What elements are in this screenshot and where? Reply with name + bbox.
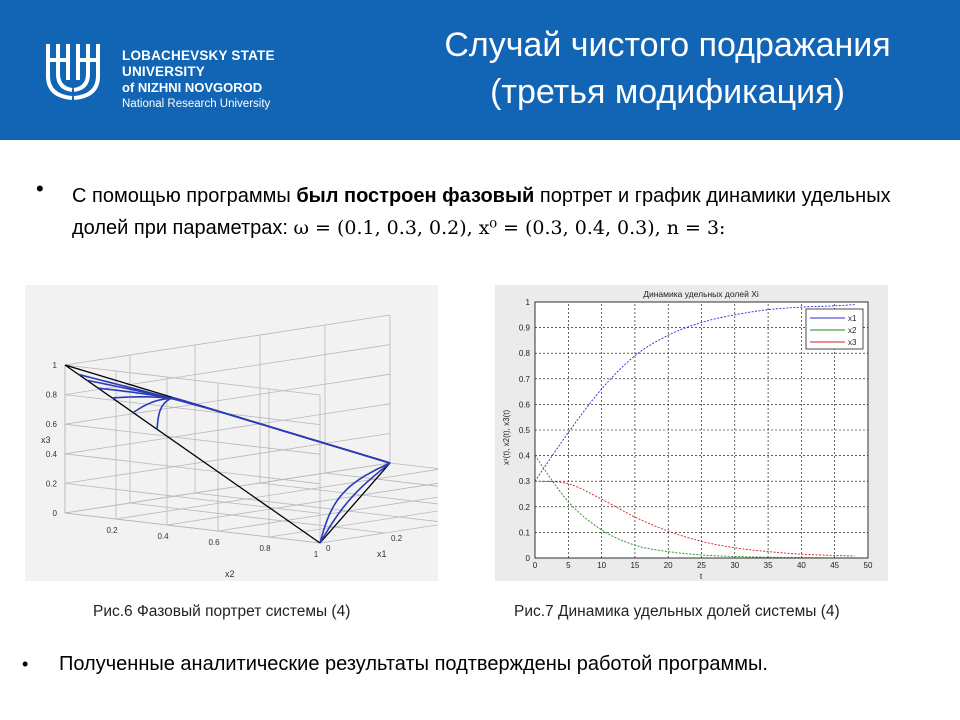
text-bold: был построен фазовый (296, 185, 535, 207)
phase-portrait-chart: 00.20.40.60.810.20.40.60.8100.20.40.60.8… (41, 314, 646, 579)
wall-grid-line (64, 483, 321, 514)
chart-title: Динамика удельных долей Xi (643, 289, 759, 299)
text-regular-2: портрет и график динамики удельных долей… (72, 185, 891, 239)
university-emblem-icon (46, 44, 100, 100)
x2-tick-label: 0.4 (157, 532, 169, 541)
wall-grid-line (64, 453, 321, 485)
x-tick-label: 40 (797, 561, 806, 570)
trajectory-curve (319, 462, 391, 544)
x-tick-label: 25 (697, 561, 706, 570)
y-tick-label: 0 (526, 554, 531, 563)
wall-grid-line (64, 364, 321, 396)
wall-grid-line (64, 423, 321, 455)
x-tick-label: 0 (533, 561, 538, 570)
x-tick-label: 20 (664, 561, 673, 570)
wall-grid-line (64, 433, 391, 484)
x1-axis-label: x1 (377, 549, 387, 559)
logo-line-2: of NIZHNI NOVGOROD (122, 80, 263, 95)
x3-tick-label: 1 (53, 361, 58, 370)
floor-grid-line (194, 492, 451, 524)
logo-line-1: LOBACHEVSKY STATE UNIVERSITY (122, 48, 275, 79)
logo-text: LOBACHEVSKY STATE UNIVERSITY of NIZHNI N… (122, 48, 342, 112)
trajectory-curve (156, 397, 391, 464)
y-tick-label: 0.9 (519, 324, 531, 333)
wall-grid-line (64, 314, 391, 366)
series-line-x2 (534, 455, 855, 559)
x1-tick-label: 0.2 (391, 534, 403, 543)
wall-grid-line (64, 344, 391, 395)
phase-portrait-figure: 00.20.40.60.810.20.40.60.8100.20.40.60.8… (25, 285, 646, 581)
y-tick-label: 0.4 (519, 452, 531, 461)
x-tick-label: 5 (566, 561, 571, 570)
wall-grid-line (64, 373, 391, 425)
slide-title: Случай чистого подражания (третья модифи… (395, 22, 940, 116)
x-tick-label: 10 (597, 561, 606, 570)
dynamics-figure: 0 5 10 15 20 25 30 35 40 45 50 0 0.1 0.2 0.3 0.4 0.5 0.6 0… (495, 285, 888, 581)
trajectory-curve (98, 387, 391, 464)
title-line-2: (третья модификация) (490, 73, 845, 111)
dynamics-chart: 0 5 10 15 20 25 30 35 40 45 50 0 0.1 0.2 0.3 0.4 0.5 0.6 0… (502, 289, 873, 581)
x-tick-label: 30 (730, 561, 739, 570)
x3-tick-label: 0 (53, 509, 58, 518)
y-tick-label: 0.2 (519, 503, 531, 512)
wall-grid-line (64, 462, 391, 514)
x3-axis-label: x3 (41, 435, 51, 445)
wall-grid-line (64, 403, 391, 455)
text-regular-1: С помощью программы (72, 185, 297, 207)
parameter-formula: ω = (0.1, 0.3, 0.2), x⁰ = (0.3, 0.4, 0.3… (293, 217, 726, 239)
y-tick-label: 0.5 (519, 426, 531, 435)
legend-x3: x3 (848, 338, 857, 347)
x2-tick-label: 0.2 (106, 526, 118, 535)
x2-tick-label: 0.6 (208, 538, 220, 547)
series-line-x1 (534, 304, 855, 482)
y-tick-label: 0.8 (519, 349, 531, 358)
university-logo: LOBACHEVSKY STATE UNIVERSITY of NIZHNI N… (42, 40, 342, 110)
floor-grid-line (129, 502, 386, 534)
wall-grid-line (64, 512, 321, 544)
intro-paragraph: С помощью программы был построен фазовый… (72, 180, 952, 244)
x2-axis-label: x2 (225, 569, 235, 579)
logo-line-3: National Research University (122, 98, 271, 110)
legend-x1: x1 (848, 314, 857, 323)
header-bar: LOBACHEVSKY STATE UNIVERSITY of NIZHNI N… (0, 0, 960, 140)
simplex-edge (319, 462, 391, 544)
conclusion-text: Полученные аналитические результаты подт… (59, 653, 768, 675)
x3-tick-label: 0.8 (46, 391, 58, 400)
x-tick-label: 50 (864, 561, 873, 570)
title-line-1: Случай чистого подражания (444, 26, 891, 64)
x-tick-label: 15 (630, 561, 639, 570)
y-tick-label: 0.3 (519, 477, 531, 486)
bullet-marker-2: • (22, 654, 29, 674)
floor-grid-line (166, 474, 493, 526)
y-tick-label: 0.1 (519, 528, 531, 537)
x1-tick-label: 0 (326, 544, 331, 553)
x2-tick-label: 0.8 (259, 544, 271, 553)
x3-tick-label: 0.2 (46, 479, 58, 488)
floor-grid-line (115, 468, 442, 520)
y-tick-label: 0.6 (519, 400, 531, 409)
trajectory-curve (319, 462, 391, 544)
x-tick-label: 45 (830, 561, 839, 570)
legend: x1 x2 x3 (805, 308, 864, 350)
wall-grid-line (64, 394, 321, 425)
simplex-edge (64, 364, 321, 544)
x3-tick-label: 0.6 (46, 420, 58, 429)
trajectory-curve (112, 396, 391, 464)
x2-tick-label: 1 (314, 550, 319, 559)
y-tick-label: 0.7 (519, 375, 531, 384)
floor-grid-line (389, 462, 646, 494)
x3-tick-label: 0.4 (46, 450, 58, 459)
x-axis-label: t (700, 571, 703, 581)
figure-7-caption: Рис.7 Динамика удельных долей системы (4… (514, 603, 840, 620)
series-line-x3 (534, 480, 855, 557)
y-axis-label: x¹(t), x2(t), x3(t) (502, 410, 511, 465)
y-tick-label: 1 (526, 298, 531, 307)
x-tick-label: 35 (764, 561, 773, 570)
bullet-marker: • (36, 176, 44, 201)
floor-grid-line (324, 472, 581, 504)
figure-6-caption: Рис.6 Фазовый портрет системы (4) (93, 603, 351, 620)
legend-x2: x2 (848, 326, 857, 335)
